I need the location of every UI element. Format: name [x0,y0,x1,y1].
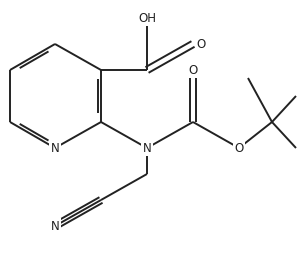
Text: O: O [234,141,244,155]
Text: N: N [51,141,59,155]
Text: N: N [51,220,59,232]
Text: O: O [196,37,205,51]
Text: N: N [143,141,151,155]
Text: OH: OH [138,12,156,25]
Text: O: O [188,63,198,77]
